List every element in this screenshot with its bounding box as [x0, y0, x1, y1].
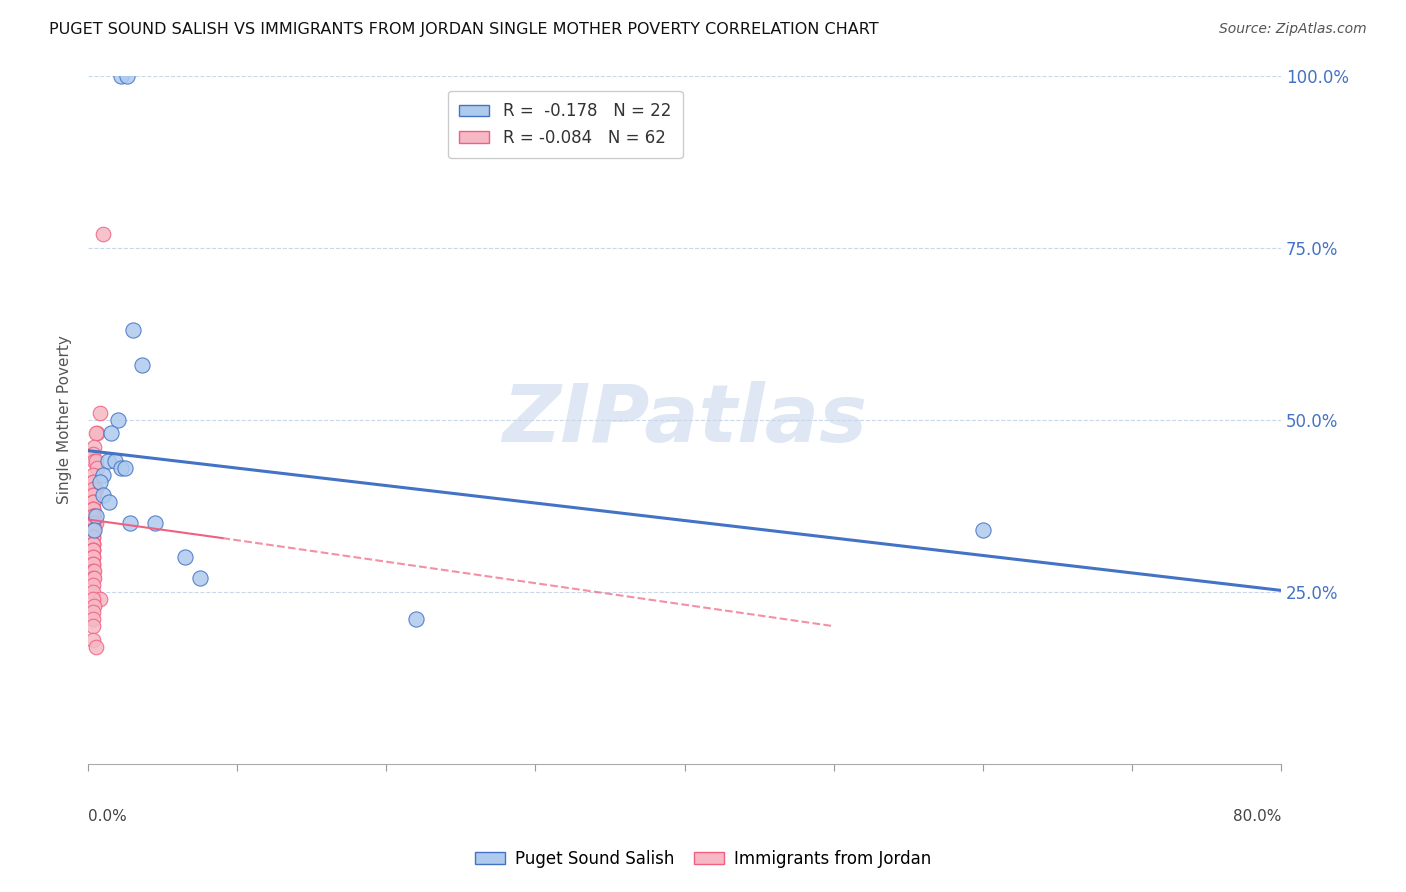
Point — [405, 612, 427, 626]
Point — [89, 591, 111, 606]
Point — [82, 475, 104, 489]
Text: ZIPatlas: ZIPatlas — [502, 381, 868, 458]
Point — [91, 227, 114, 241]
Point — [82, 488, 104, 502]
Point — [86, 426, 108, 441]
Point — [82, 516, 104, 530]
Point — [82, 536, 104, 550]
Point — [83, 509, 105, 524]
Point — [83, 599, 105, 613]
Point — [84, 482, 107, 496]
Point — [83, 488, 105, 502]
Point — [82, 509, 104, 524]
Point — [83, 440, 105, 454]
Point — [188, 571, 211, 585]
Point — [82, 467, 104, 482]
Point — [82, 475, 104, 489]
Point — [84, 516, 107, 530]
Point — [84, 454, 107, 468]
Point — [82, 550, 104, 565]
Point — [82, 543, 104, 558]
Point — [972, 523, 994, 537]
Point — [82, 530, 104, 544]
Point — [82, 584, 104, 599]
Point — [82, 516, 104, 530]
Point — [91, 467, 114, 482]
Text: 0.0%: 0.0% — [89, 808, 127, 823]
Point — [89, 406, 111, 420]
Point — [104, 454, 127, 468]
Point — [82, 523, 104, 537]
Point — [110, 461, 132, 475]
Point — [82, 558, 104, 572]
Point — [83, 454, 105, 468]
Point — [174, 550, 197, 565]
Point — [82, 482, 104, 496]
Legend: Puget Sound Salish, Immigrants from Jordan: Puget Sound Salish, Immigrants from Jord… — [468, 844, 938, 875]
Point — [82, 495, 104, 509]
Point — [118, 516, 141, 530]
Point — [82, 536, 104, 550]
Point — [83, 516, 105, 530]
Point — [82, 550, 104, 565]
Point — [82, 523, 104, 537]
Point — [82, 564, 104, 578]
Point — [82, 495, 104, 509]
Point — [82, 530, 104, 544]
Point — [82, 502, 104, 516]
Legend: R =  -0.178   N = 22, R = -0.084   N = 62: R = -0.178 N = 22, R = -0.084 N = 62 — [447, 91, 683, 159]
Point — [82, 502, 104, 516]
Point — [82, 591, 104, 606]
Point — [91, 488, 114, 502]
Point — [143, 516, 166, 530]
Point — [89, 475, 111, 489]
Point — [82, 509, 104, 524]
Point — [122, 323, 145, 337]
Point — [83, 482, 105, 496]
Text: PUGET SOUND SALISH VS IMMIGRANTS FROM JORDAN SINGLE MOTHER POVERTY CORRELATION C: PUGET SOUND SALISH VS IMMIGRANTS FROM JO… — [49, 22, 879, 37]
Point — [82, 543, 104, 558]
Point — [82, 558, 104, 572]
Text: 80.0%: 80.0% — [1233, 808, 1281, 823]
Point — [82, 523, 104, 537]
Point — [114, 461, 136, 475]
Point — [96, 454, 118, 468]
Point — [110, 69, 132, 83]
Point — [82, 606, 104, 620]
Point — [107, 412, 129, 426]
Point — [115, 69, 138, 83]
Point — [84, 426, 107, 441]
Point — [82, 536, 104, 550]
Point — [83, 523, 105, 537]
Y-axis label: Single Mother Poverty: Single Mother Poverty — [58, 335, 72, 504]
Point — [84, 640, 107, 654]
Point — [98, 495, 121, 509]
Point — [82, 632, 104, 647]
Point — [82, 612, 104, 626]
Point — [82, 509, 104, 524]
Point — [83, 571, 105, 585]
Point — [82, 447, 104, 461]
Point — [100, 426, 122, 441]
Point — [86, 461, 108, 475]
Point — [82, 543, 104, 558]
Point — [82, 502, 104, 516]
Point — [84, 509, 107, 524]
Point — [83, 564, 105, 578]
Point — [82, 516, 104, 530]
Point — [82, 571, 104, 585]
Point — [82, 578, 104, 592]
Point — [82, 488, 104, 502]
Point — [82, 619, 104, 633]
Point — [131, 358, 153, 372]
Text: Source: ZipAtlas.com: Source: ZipAtlas.com — [1219, 22, 1367, 37]
Point — [82, 495, 104, 509]
